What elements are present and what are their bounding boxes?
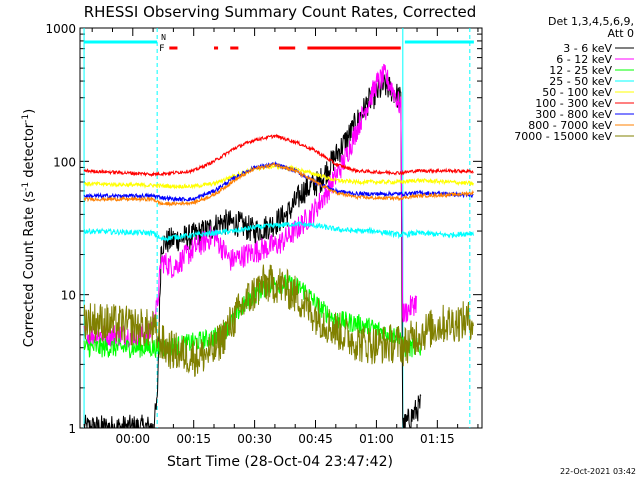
night-flag-label: N bbox=[161, 33, 166, 42]
flare-flag-label: F bbox=[159, 44, 164, 54]
series-layer bbox=[83, 63, 474, 428]
legend-label: 12 - 25 keV bbox=[549, 64, 612, 77]
x-tick-label: 01:15 bbox=[420, 432, 455, 446]
y-axis-label: Corrected Count Rate (s-1 detector-1) bbox=[21, 109, 37, 347]
legend-header-line: Det 1,3,4,5,6,9, bbox=[548, 15, 634, 28]
y-tick-label: 100 bbox=[53, 155, 76, 169]
legend-header: Det 1,3,4,5,6,9,Att 0 bbox=[548, 15, 634, 40]
y-tick-label: 1000 bbox=[45, 22, 76, 36]
y-tick-label: 10 bbox=[61, 289, 76, 303]
legend-header-line: Att 0 bbox=[608, 27, 634, 40]
x-axis: 00:00 00:15 00:30 00:45 01:00 01:15 bbox=[91, 28, 479, 446]
x-tick-label: 00:15 bbox=[176, 432, 211, 446]
series-line-1 bbox=[83, 63, 418, 348]
legend-label: 3 - 6 keV bbox=[563, 42, 612, 55]
plot-frame bbox=[79, 27, 483, 429]
x-tick-label: 01:00 bbox=[359, 432, 394, 446]
series-line-8 bbox=[83, 264, 474, 377]
series-line-5 bbox=[83, 133, 474, 178]
x-tick-label: 00:00 bbox=[115, 432, 150, 446]
footer-date: 22-Oct-2021 03:42 bbox=[560, 467, 636, 476]
legend-label: 6 - 12 keV bbox=[556, 53, 612, 66]
series-line-7 bbox=[83, 162, 474, 207]
legend-label: 7000 - 15000 keV bbox=[514, 130, 612, 143]
legend-label: 25 - 50 keV bbox=[549, 75, 612, 88]
x-axis-label: Start Time (28-Oct-04 23:47:42) bbox=[167, 454, 393, 470]
chart-title: RHESSI Observing Summary Count Rates, Co… bbox=[84, 3, 477, 21]
series-line-3 bbox=[83, 221, 474, 243]
legend-label: 100 - 300 keV bbox=[535, 97, 612, 110]
series-line-4 bbox=[83, 163, 474, 190]
y-tick-label: 1 bbox=[68, 422, 76, 436]
x-tick-label: 00:45 bbox=[298, 432, 333, 446]
legend-label: 800 - 7000 keV bbox=[528, 119, 612, 132]
observing-flags: NF bbox=[83, 28, 474, 428]
x-tick-label: 00:30 bbox=[237, 432, 272, 446]
legend-label: 300 - 800 keV bbox=[535, 108, 612, 121]
legend-label: 50 - 100 keV bbox=[542, 86, 612, 99]
